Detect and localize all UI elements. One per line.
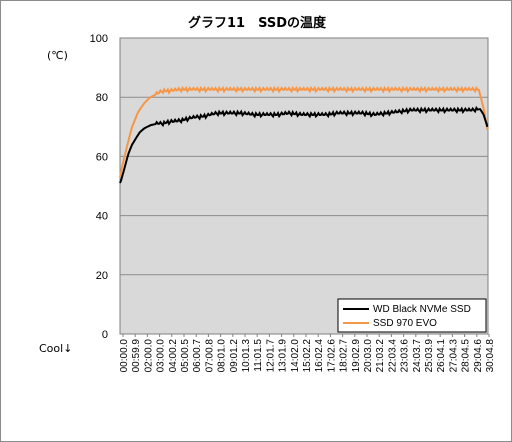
x-tick-label: 02:00.0 [143, 339, 154, 373]
x-tick-label: 24:03.7 [412, 339, 423, 373]
x-tick-label: 23:03.6 [400, 339, 411, 373]
y-tick-label: 60 [96, 151, 108, 163]
x-tick-label: 30:04.8 [485, 339, 496, 373]
x-tick-label: 10:01.3 [241, 339, 252, 373]
legend-box [337, 298, 487, 333]
y-tick-label: 80 [96, 92, 108, 104]
x-tick-label: 03:00.0 [156, 339, 167, 373]
chart-title: グラフ11 SSDの温度 [188, 15, 327, 31]
x-tick-label: 20:03.0 [363, 339, 374, 373]
x-tick-label: 14:02.0 [290, 339, 301, 373]
x-tick-label: 07:00.8 [204, 339, 215, 373]
series-lines [119, 85, 489, 184]
x-tick-label: 11:01.5 [253, 339, 264, 372]
x-tick-label: 18:02.7 [339, 339, 350, 373]
x-tick-label: 21:03.2 [375, 339, 386, 373]
x-tick-label: 16:02.4 [314, 339, 325, 373]
legend: WD Black NVMe SSD SSD 970 EVO [337, 298, 487, 333]
series-line-970-evo [119, 85, 489, 178]
x-tick-label: 05:00.5 [180, 339, 191, 373]
y-tick-label: 0 [102, 329, 108, 341]
x-axis-label: Cool↓ [39, 342, 72, 355]
x-tick-label: 25:03.9 [424, 339, 435, 373]
x-tick-label: 28:04.5 [461, 339, 472, 373]
y-axis-label: (℃) [47, 49, 68, 62]
x-tick-label: 27:04.3 [448, 339, 459, 373]
x-tick-label: 04:00.2 [168, 339, 179, 373]
y-tick-label: 40 [96, 211, 108, 223]
x-tick-label: 00:00.0 [119, 339, 130, 373]
x-tick-label: 12:01.7 [265, 339, 276, 373]
x-tick-label: 09:01.2 [229, 339, 240, 373]
y-tick-label: 100 [90, 33, 108, 45]
x-tick-label: 00:59.9 [131, 339, 142, 373]
x-tick-label: 26:04.1 [436, 339, 447, 373]
x-tick-label: 22:03.4 [387, 339, 398, 373]
y-tick-label: 20 [96, 270, 108, 282]
x-tick-label: 06:00.7 [192, 339, 203, 373]
plot-area [119, 37, 489, 335]
legend-label-wd-black: WD Black NVMe SSD [373, 304, 471, 315]
x-tick-label: 29:04.6 [473, 339, 484, 373]
x-tick-label: 19:02.9 [351, 339, 362, 373]
x-tick-label: 17:02.6 [326, 339, 337, 373]
x-tick-label: 15:02.2 [302, 339, 313, 373]
y-tick-labels: 0 20 40 60 80 100 [90, 33, 108, 341]
x-tick-label: 08:01.0 [217, 339, 228, 373]
grid-lines [120, 96, 488, 276]
series-line-wd-black [119, 105, 489, 184]
x-tick-label: 13:01.9 [278, 339, 289, 373]
legend-label-970-evo: SSD 970 EVO [373, 318, 437, 329]
x-tick-labels: 00:00.0 00:59.9 02:00.0 03:00.0 04:00.2 05:00… [119, 334, 496, 372]
